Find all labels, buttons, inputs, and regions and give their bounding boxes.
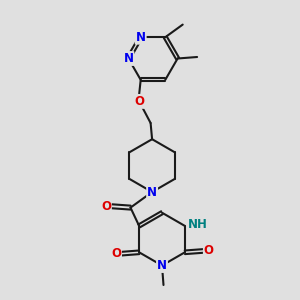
Text: O: O — [111, 247, 121, 260]
Text: N: N — [123, 52, 134, 65]
Text: N: N — [157, 259, 167, 272]
Text: NH: NH — [188, 218, 207, 231]
Text: N: N — [147, 185, 157, 199]
Text: O: O — [204, 244, 214, 257]
Text: O: O — [101, 200, 111, 213]
Text: O: O — [134, 95, 144, 108]
Text: N: N — [136, 31, 146, 44]
